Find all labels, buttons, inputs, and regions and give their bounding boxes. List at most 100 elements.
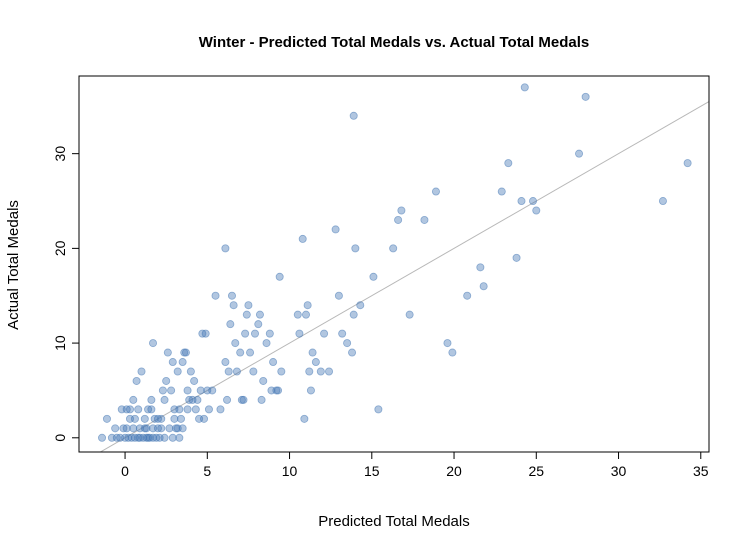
data-point bbox=[479, 282, 488, 291]
data-point bbox=[160, 395, 169, 404]
data-point bbox=[137, 367, 146, 376]
data-point bbox=[102, 414, 111, 423]
data-point bbox=[343, 339, 352, 348]
data-point bbox=[300, 414, 309, 423]
data-point bbox=[394, 215, 403, 224]
data-point bbox=[269, 358, 278, 367]
reference-line bbox=[99, 101, 709, 452]
data-point bbox=[236, 348, 245, 357]
data-point bbox=[241, 329, 250, 338]
data-point bbox=[265, 329, 274, 338]
data-point bbox=[140, 414, 149, 423]
data-point bbox=[431, 187, 440, 196]
data-point bbox=[186, 367, 195, 376]
data-points bbox=[98, 83, 692, 442]
y-tick-label: 20 bbox=[52, 240, 68, 256]
data-point bbox=[134, 405, 143, 414]
data-point bbox=[242, 310, 251, 319]
data-point bbox=[369, 272, 378, 281]
data-point bbox=[443, 339, 452, 348]
data-point bbox=[374, 405, 383, 414]
data-point bbox=[303, 301, 312, 310]
data-point bbox=[149, 339, 158, 348]
data-point bbox=[98, 433, 107, 442]
data-point bbox=[204, 405, 213, 414]
x-tick-label: 30 bbox=[611, 463, 627, 479]
data-point bbox=[223, 395, 232, 404]
data-point bbox=[165, 424, 174, 433]
data-point bbox=[232, 367, 241, 376]
data-point bbox=[528, 197, 537, 206]
data-point bbox=[211, 291, 220, 300]
data-point bbox=[157, 424, 166, 433]
data-point bbox=[190, 376, 199, 385]
data-point bbox=[175, 405, 184, 414]
data-point bbox=[504, 159, 513, 168]
y-tick-label: 10 bbox=[52, 335, 68, 351]
data-point bbox=[160, 433, 169, 442]
data-point bbox=[308, 348, 317, 357]
data-point bbox=[163, 348, 172, 357]
x-tick-label: 10 bbox=[282, 463, 298, 479]
data-point bbox=[162, 376, 171, 385]
x-axis: 0 5 10 15 20 25 30 35 bbox=[121, 452, 709, 479]
data-point bbox=[334, 291, 343, 300]
x-tick-label: 20 bbox=[446, 463, 462, 479]
data-point bbox=[175, 433, 184, 442]
data-point bbox=[575, 149, 584, 158]
data-point bbox=[420, 215, 429, 224]
data-point bbox=[356, 301, 365, 310]
data-point bbox=[188, 395, 197, 404]
data-point bbox=[229, 301, 238, 310]
data-point bbox=[224, 367, 233, 376]
data-point bbox=[147, 395, 156, 404]
data-point bbox=[183, 386, 192, 395]
data-point bbox=[389, 244, 398, 253]
y-tick-label: 30 bbox=[52, 146, 68, 162]
y-axis-label: Actual Total Medals bbox=[5, 200, 22, 330]
x-tick-label: 25 bbox=[528, 463, 544, 479]
data-point bbox=[251, 329, 260, 338]
data-point bbox=[221, 244, 230, 253]
data-point bbox=[517, 197, 526, 206]
data-point bbox=[147, 405, 156, 414]
x-tick-label: 15 bbox=[364, 463, 380, 479]
y-axis: 0 10 20 30 bbox=[52, 146, 79, 442]
data-point bbox=[181, 348, 190, 357]
data-point bbox=[463, 291, 472, 300]
data-point bbox=[130, 414, 139, 423]
data-point bbox=[158, 386, 167, 395]
data-point bbox=[255, 310, 264, 319]
data-point bbox=[259, 376, 268, 385]
data-point bbox=[448, 348, 457, 357]
data-point bbox=[325, 367, 334, 376]
data-point bbox=[140, 424, 149, 433]
data-point bbox=[173, 424, 182, 433]
data-point bbox=[397, 206, 406, 215]
data-point bbox=[348, 348, 357, 357]
data-point bbox=[216, 405, 225, 414]
data-point bbox=[167, 386, 176, 395]
data-point bbox=[134, 433, 143, 442]
data-point bbox=[173, 367, 182, 376]
data-point bbox=[338, 329, 347, 338]
plot-frame bbox=[78, 75, 710, 453]
data-point bbox=[405, 310, 414, 319]
x-tick-label: 5 bbox=[203, 463, 211, 479]
data-point bbox=[203, 386, 212, 395]
data-point bbox=[349, 310, 358, 319]
data-point bbox=[239, 395, 248, 404]
data-point bbox=[168, 358, 177, 367]
data-point bbox=[196, 386, 205, 395]
data-point bbox=[512, 253, 521, 262]
data-point bbox=[305, 367, 314, 376]
data-point bbox=[274, 386, 283, 395]
data-point bbox=[311, 358, 320, 367]
data-point bbox=[119, 424, 128, 433]
data-point bbox=[176, 414, 185, 423]
data-point bbox=[249, 367, 258, 376]
data-point bbox=[144, 433, 153, 442]
data-point bbox=[275, 272, 284, 281]
data-point bbox=[520, 83, 529, 92]
data-point bbox=[246, 348, 255, 357]
